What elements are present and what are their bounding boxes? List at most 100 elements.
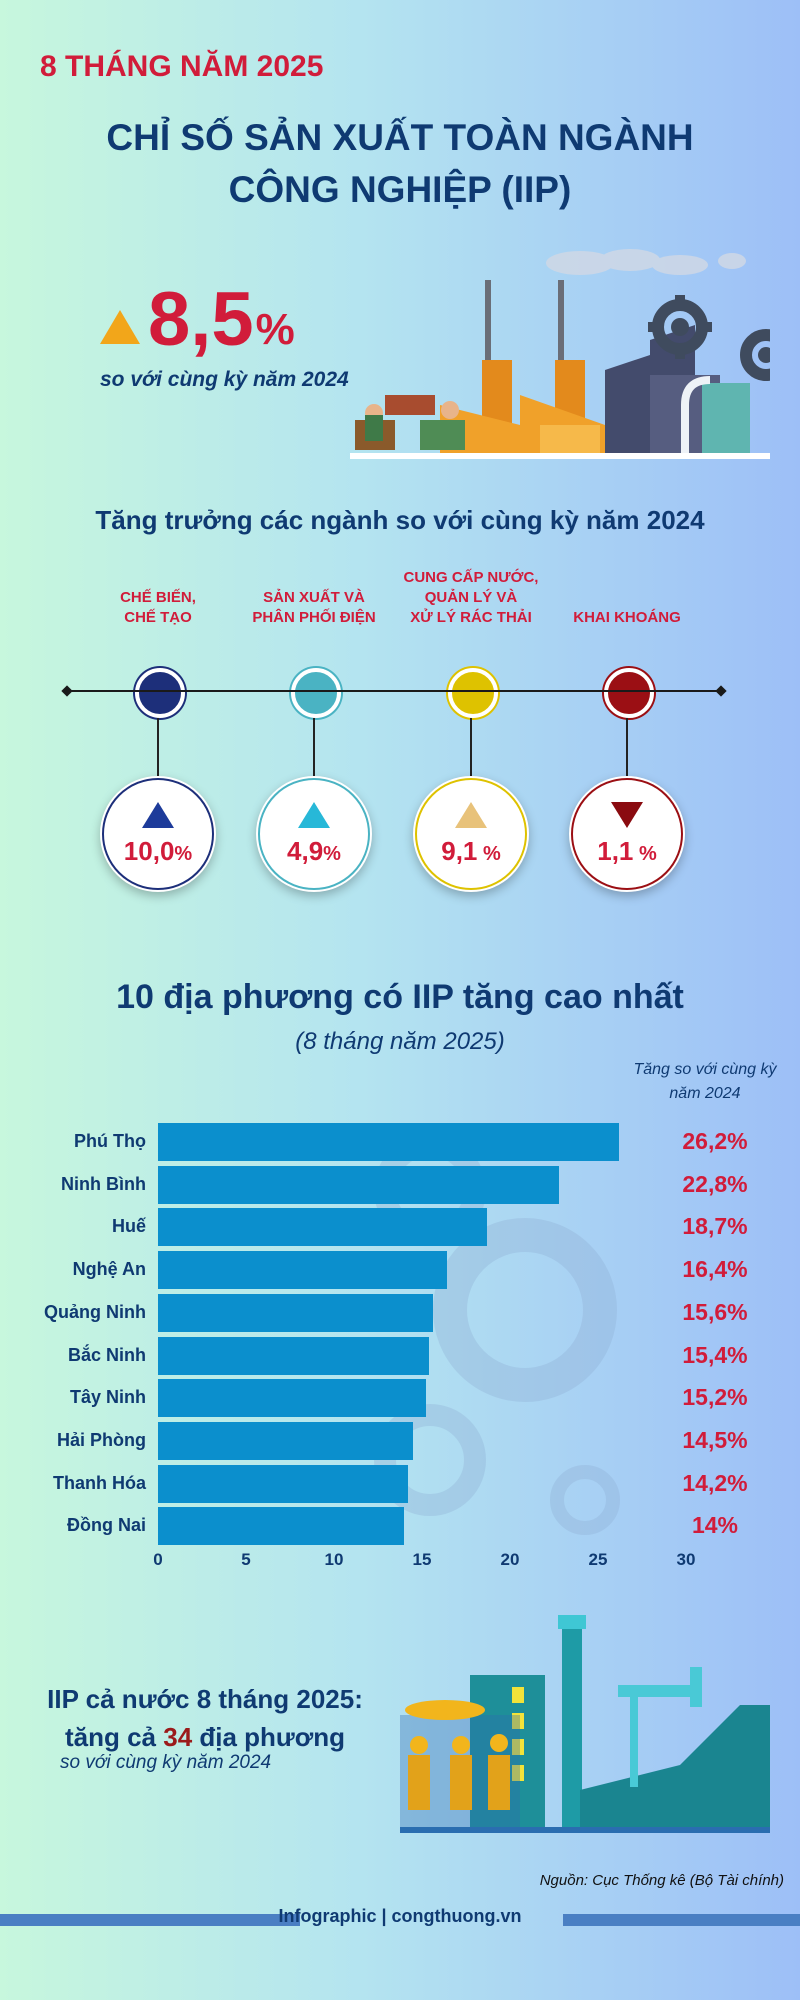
bar-category-label: Đồng Nai <box>67 1515 146 1536</box>
x-axis-tick-label: 5 <box>241 1550 251 1569</box>
industry-growth-unit: % <box>174 842 193 865</box>
headline-value: 8,5 <box>148 277 254 362</box>
industry-growth-value: 1,1 % <box>597 836 657 867</box>
bar-value-label: 15,2% <box>682 1384 748 1411</box>
timeline-start-marker <box>61 685 73 697</box>
timeline-end-marker <box>715 685 727 697</box>
up-arrow-icon <box>142 801 174 828</box>
bar <box>158 1379 426 1418</box>
up-arrow-icon <box>455 801 487 828</box>
page-title-line-1: CHỈ SỐ SẢN XUẤT TOÀN NGÀNH <box>106 117 694 158</box>
bar-value-label: 14% <box>691 1512 739 1539</box>
industry-label: KHAI KHOÁNG <box>573 609 681 626</box>
x-axis-tick-label: 15 <box>412 1550 432 1569</box>
bar-value-label: 26,2% <box>682 1128 748 1154</box>
x-axis-tick-label: 25 <box>588 1550 608 1569</box>
summary-comparison: so với cùng kỳ năm 2024 <box>60 1752 272 1773</box>
page-title-line-2: CÔNG NGHIỆP (IIP) <box>228 169 572 210</box>
summary-prefix: tăng cả <box>64 1722 164 1752</box>
summary-suffix: địa phương <box>192 1722 346 1752</box>
industry-node <box>448 668 498 718</box>
down-arrow-icon <box>611 801 643 828</box>
bar-category-label: Ninh Bình <box>61 1173 146 1194</box>
industry-growth-number: 10,0 <box>123 835 175 866</box>
industry-connector <box>313 718 315 776</box>
summary-number: 34 <box>163 1722 193 1752</box>
bar <box>158 1208 488 1247</box>
headline-unit: % <box>255 305 295 354</box>
source-note: Nguồn: Cục Thống kê (Bộ Tài chính) <box>539 1872 784 1889</box>
bar <box>158 1464 408 1503</box>
bar-value-label: 18,7% <box>682 1213 748 1240</box>
bar-category-label: Hải Phòng <box>57 1429 146 1450</box>
industry-node <box>135 668 185 718</box>
industry-growth-ring: 1,1 % <box>571 778 683 890</box>
bar <box>158 1336 430 1375</box>
bar <box>158 1165 560 1204</box>
bar-value-label: 15,6% <box>682 1298 748 1325</box>
power-plant-illustration <box>400 1615 770 1833</box>
bar-value-label: 14,2% <box>682 1469 748 1496</box>
headline-comparison: so với cùng kỳ năm 2024 <box>100 368 349 391</box>
industry-connector <box>626 718 628 776</box>
industry-growth-number: 1,1 <box>597 835 634 866</box>
bar-value-label: 16,4% <box>682 1256 748 1283</box>
industry-label: CHẾ BIẾN, CHẾ TẠO <box>120 589 196 626</box>
x-axis-tick-label: 10 <box>324 1550 344 1569</box>
industry-growth-bubble: 1,1 % <box>569 776 685 892</box>
bar <box>158 1507 405 1546</box>
timeline-line <box>68 690 720 692</box>
period-heading: 8 THÁNG NĂM 2025 <box>40 50 324 83</box>
industry-label: SẢN XUẤT VÀ PHÂN PHỐI ĐIỆN <box>252 589 376 626</box>
bar-category-label: Quảng Ninh <box>44 1301 146 1322</box>
industries-title: Tăng trưởng các ngành so với cùng kỳ năm… <box>95 505 705 535</box>
bar-category-label: Tây Ninh <box>69 1387 146 1408</box>
industry-growth-bubble: 10,0% <box>100 776 216 892</box>
industry-growth-unit: % <box>477 842 501 865</box>
bar <box>158 1293 433 1332</box>
industry-growth-unit: % <box>633 842 657 865</box>
top10-title: 10 địa phương có IIP tăng cao nhất <box>116 978 684 1016</box>
bar-category-label: Nghệ An <box>72 1259 146 1280</box>
factory-illustration <box>350 249 770 459</box>
bar-category-label: Thanh Hóa <box>53 1472 146 1493</box>
industry-growth-ring: 10,0% <box>102 778 214 890</box>
summary-line-2: tăng cả 34 địa phương <box>20 1718 390 1756</box>
industry-growth-bubble: 9,1 % <box>413 776 529 892</box>
value-column-header: Tăng so với cùng kỳ năm 2024 <box>633 1061 777 1102</box>
industry-growth-number: 4,9 <box>287 835 324 866</box>
x-axis-tick-label: 30 <box>676 1550 696 1569</box>
industry-growth-number: 9,1 <box>441 835 478 866</box>
bar <box>158 1123 620 1161</box>
summary-title: IIP cả nước 8 tháng 2025: tăng cả 34 địa… <box>20 1680 390 1756</box>
industry-growth-bubble: 4,9% <box>256 776 372 892</box>
industry-growth-unit: % <box>323 842 341 865</box>
industry-growth-ring: 9,1 % <box>415 778 527 890</box>
industry-node <box>291 668 341 718</box>
top10-subtitle: (8 tháng năm 2025) <box>295 1028 505 1055</box>
industry-growth-value: 10,0% <box>124 836 192 867</box>
industry-connector <box>157 718 159 776</box>
footer-rule-left <box>0 1914 300 1926</box>
bar-value-label: 15,4% <box>682 1341 748 1368</box>
bar <box>158 1251 447 1290</box>
bar-category-label: Phú Thọ <box>74 1131 146 1151</box>
industry-label: CUNG CẤP NƯỚC, QUẢN LÝ VÀ XỬ LÝ RÁC THẢI <box>403 569 539 626</box>
headline-figure: 8,5 % <box>100 282 295 358</box>
up-arrow-icon <box>298 801 330 828</box>
up-arrow-icon <box>100 310 140 344</box>
x-axis-tick-label: 0 <box>153 1550 163 1569</box>
footer-brand-text: Infographic | congthuong.vn <box>278 1906 522 1926</box>
industry-node <box>604 668 654 718</box>
footer-rule-right <box>563 1914 800 1926</box>
industry-growth-ring: 4,9% <box>258 778 370 890</box>
page-title: CHỈ SỐ SẢN XUẤT TOÀN NGÀNH CÔNG NGHIỆP (… <box>0 112 800 216</box>
summary-line-1: IIP cả nước 8 tháng 2025: <box>47 1684 363 1714</box>
industry-connector <box>470 718 472 776</box>
x-axis-tick-label: 20 <box>500 1550 520 1569</box>
industry-growth-value: 4,9% <box>287 836 341 867</box>
bar-value-label: 14,5% <box>682 1426 748 1453</box>
industry-growth-value: 9,1 % <box>441 836 501 867</box>
bar-category-label: Bắc Ninh <box>67 1344 146 1365</box>
bar <box>158 1421 414 1460</box>
